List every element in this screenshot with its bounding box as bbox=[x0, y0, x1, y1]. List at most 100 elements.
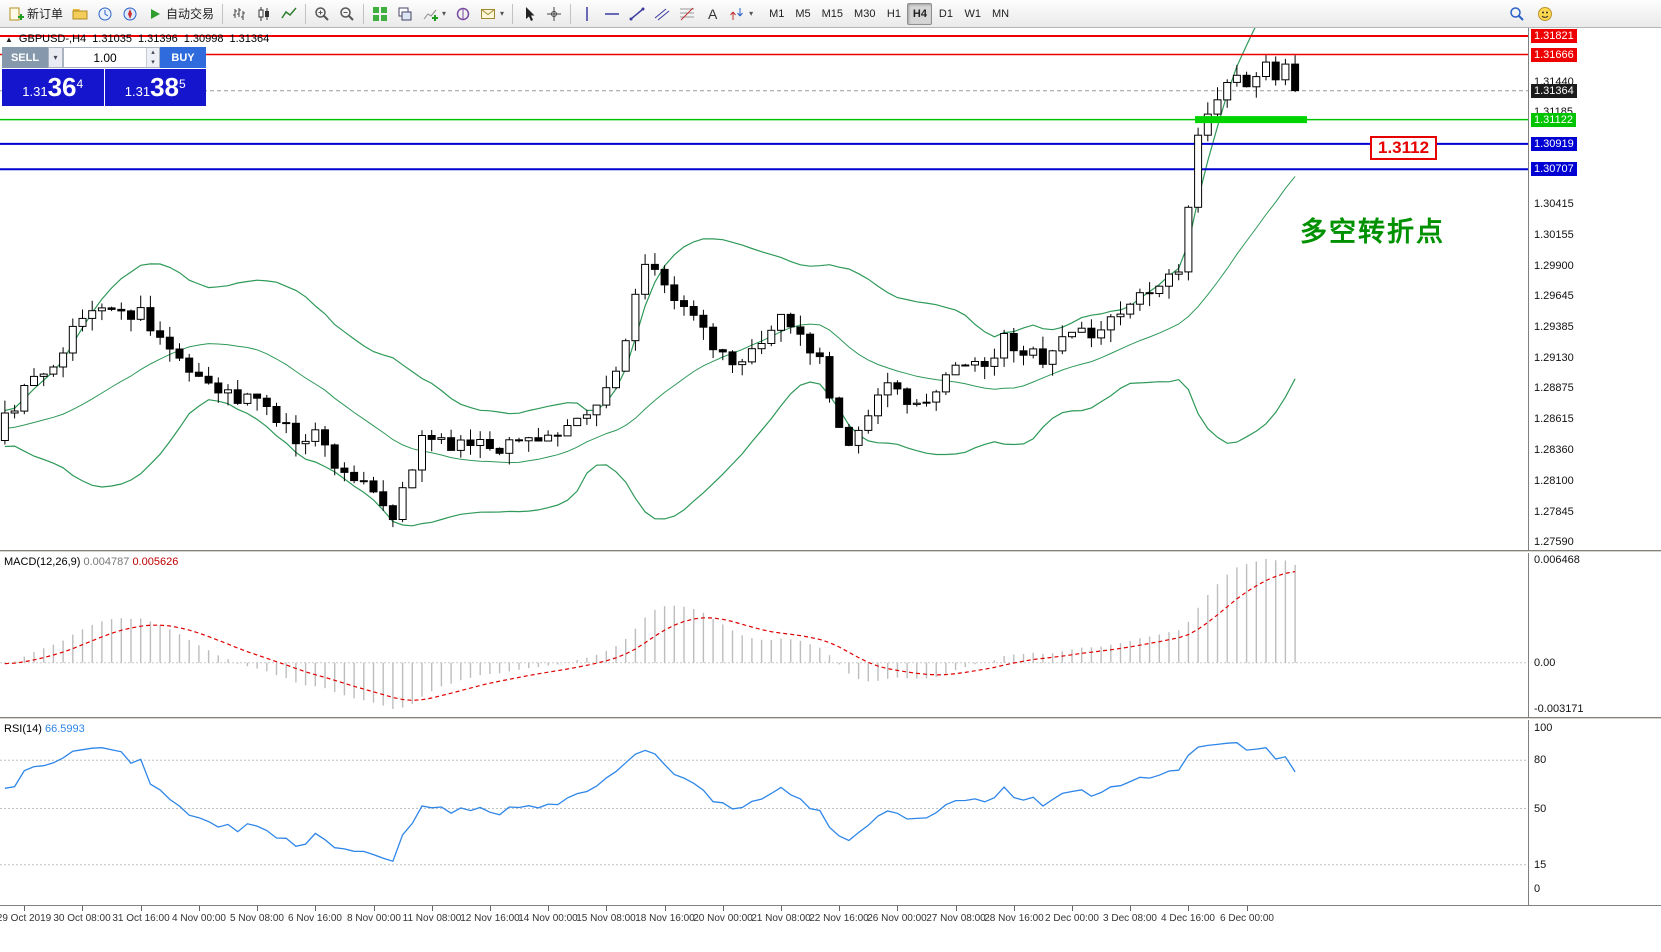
community-button[interactable] bbox=[1533, 2, 1557, 26]
time-tick bbox=[1130, 906, 1131, 911]
compass-icon bbox=[123, 7, 137, 20]
time-axis[interactable]: 29 Oct 2019 30 Oct 08:00 31 Oct 16:00 4 Nov… bbox=[0, 905, 1661, 929]
search-button[interactable] bbox=[1505, 2, 1529, 26]
volume-input[interactable] bbox=[64, 48, 146, 67]
market-watch-button[interactable] bbox=[93, 2, 117, 26]
cascade-windows-button[interactable] bbox=[393, 2, 417, 26]
volume-up-button[interactable]: ▴ bbox=[147, 48, 159, 58]
timeframe-button-h1[interactable]: H1 bbox=[886, 7, 901, 20]
rsi-chart[interactable] bbox=[0, 720, 1528, 905]
arrows-objects-button[interactable]: ▾ bbox=[725, 2, 757, 26]
autotrading-icon bbox=[151, 8, 161, 19]
autotrading-label: 自动交易 bbox=[166, 7, 215, 21]
rsi-axis-label: 100 bbox=[1534, 722, 1553, 734]
time-axis-label: 4 Nov 00:00 bbox=[172, 913, 226, 924]
bar-chart-button[interactable] bbox=[227, 2, 251, 26]
rsi-axis-label: 15 bbox=[1534, 859, 1547, 871]
time-tick bbox=[781, 906, 782, 911]
buy-button[interactable]: BUY bbox=[160, 47, 206, 68]
new-order-button[interactable]: 新订单 bbox=[4, 2, 67, 26]
trendline-button[interactable] bbox=[625, 2, 649, 26]
crosshair-icon bbox=[547, 6, 562, 21]
timeframe-button-mn[interactable]: MN bbox=[991, 7, 1010, 20]
rsi-axis[interactable]: 100 80 50 15 0 bbox=[1528, 720, 1661, 905]
timeframe-button-w1[interactable]: W1 bbox=[964, 7, 981, 20]
volume-down-button[interactable]: ▾ bbox=[147, 57, 159, 67]
buy-price-prefix: 1.31 bbox=[124, 84, 151, 99]
sell-button[interactable]: SELL bbox=[2, 47, 48, 68]
timeframe-button-m30[interactable]: M30 bbox=[854, 7, 876, 20]
vertical-line-button[interactable] bbox=[575, 2, 599, 26]
ohlc-header: ▲ GBPUSD-,H4 1.31035 1.31396 1.30998 1.3… bbox=[5, 33, 269, 45]
navigator-button[interactable] bbox=[118, 2, 142, 26]
time-tick bbox=[24, 906, 25, 911]
price-axis-label: 1.28360 bbox=[1534, 444, 1574, 456]
timeframe-group: M1 M5 M15 M30 H1 H4 D1 W1 MN bbox=[764, 2, 1014, 25]
search-icon bbox=[1510, 6, 1524, 21]
sell-price-panel[interactable]: 1.31 36 4 bbox=[2, 69, 104, 106]
time-tick bbox=[1072, 906, 1073, 911]
toolbar-right-group bbox=[1505, 2, 1557, 26]
macd-chart[interactable] bbox=[0, 553, 1528, 717]
rsi-value: 66.5993 bbox=[44, 723, 85, 735]
line-chart-button[interactable] bbox=[277, 2, 301, 26]
price-axis-label: 1.29130 bbox=[1534, 352, 1574, 364]
time-tick bbox=[1247, 906, 1248, 911]
time-axis-label: 26 Nov 00:00 bbox=[867, 913, 927, 924]
timeframe-button-m15[interactable]: M15 bbox=[821, 7, 844, 20]
candlestick-chart[interactable] bbox=[0, 28, 1528, 550]
cycles-button[interactable] bbox=[451, 2, 475, 26]
price-axis[interactable]: 1.31821 1.31666 1.31440 1.31364 1.31185 1.311… bbox=[1528, 28, 1661, 550]
vertical-line-icon bbox=[586, 6, 588, 21]
channel-icon bbox=[654, 8, 670, 20]
time-tick bbox=[606, 906, 607, 911]
timeframe-button-d1[interactable]: D1 bbox=[938, 7, 953, 20]
buy-price-panel[interactable]: 1.31 38 5 bbox=[104, 69, 206, 106]
timeframe-button-m5[interactable]: M5 bbox=[795, 7, 811, 20]
rsi-panel: 100 80 50 15 0 RSI(14) 66.5993 bbox=[0, 720, 1661, 905]
text-label-button[interactable]: A bbox=[700, 2, 724, 26]
close-value: 1.31364 bbox=[229, 33, 270, 45]
timeframe-button-m1[interactable]: M1 bbox=[769, 7, 785, 20]
panel-separator[interactable] bbox=[0, 550, 1661, 553]
tile-windows-button[interactable] bbox=[368, 2, 392, 26]
price-level-tag[interactable]: 1.3112 bbox=[1370, 136, 1438, 160]
chart-profile-button[interactable] bbox=[68, 2, 92, 26]
panel-toggle-icon[interactable]: ▲ bbox=[5, 34, 13, 44]
time-axis-label: 6 Nov 16:00 bbox=[288, 913, 342, 924]
caret-down-icon: ▾ bbox=[442, 9, 447, 18]
fibonacci-button[interactable] bbox=[675, 2, 699, 26]
price-axis-label: 1.29385 bbox=[1534, 321, 1574, 333]
time-tick bbox=[897, 906, 898, 911]
macd-axis-label: 0.006468 bbox=[1534, 554, 1580, 566]
zoom-out-button[interactable] bbox=[335, 2, 359, 26]
time-axis-label: 31 Oct 16:00 bbox=[112, 913, 170, 924]
cursor-button[interactable] bbox=[517, 2, 541, 26]
order-type-dropdown[interactable]: ▾ bbox=[48, 47, 63, 68]
toolbar-separator bbox=[363, 3, 365, 24]
caret-down-icon: ▾ bbox=[749, 9, 754, 18]
horizontal-line-button[interactable] bbox=[600, 2, 624, 26]
price-axis-label: 1.28615 bbox=[1534, 413, 1574, 425]
autotrading-button[interactable]: 自动交易 bbox=[143, 2, 218, 26]
time-tick bbox=[82, 906, 83, 911]
channel-button[interactable] bbox=[650, 2, 674, 26]
panel-separator[interactable] bbox=[0, 717, 1661, 720]
crosshair-button[interactable] bbox=[542, 2, 566, 26]
rsi-label: RSI(14) bbox=[4, 723, 42, 735]
sell-price-prefix: 1.31 bbox=[22, 84, 48, 99]
rsi-axis-label: 80 bbox=[1534, 754, 1547, 766]
candlestick-chart-button[interactable] bbox=[252, 2, 276, 26]
macd-header: MACD(12,26,9) 0.004787 0.005626 bbox=[4, 556, 178, 568]
time-tick bbox=[374, 906, 375, 911]
zoom-in-button[interactable] bbox=[310, 2, 334, 26]
buy-price-big: 38 bbox=[150, 72, 180, 102]
time-axis-label: 15 Nov 08:00 bbox=[576, 913, 636, 924]
macd-axis[interactable]: 0.006468 0.00 -0.003171 bbox=[1528, 553, 1661, 717]
toolbar-separator bbox=[512, 3, 514, 24]
timeframe-button-h4[interactable]: H4 bbox=[907, 2, 933, 25]
indicators-button[interactable]: ▾ bbox=[418, 2, 450, 26]
objects-list-button[interactable]: ▾ bbox=[476, 2, 508, 26]
